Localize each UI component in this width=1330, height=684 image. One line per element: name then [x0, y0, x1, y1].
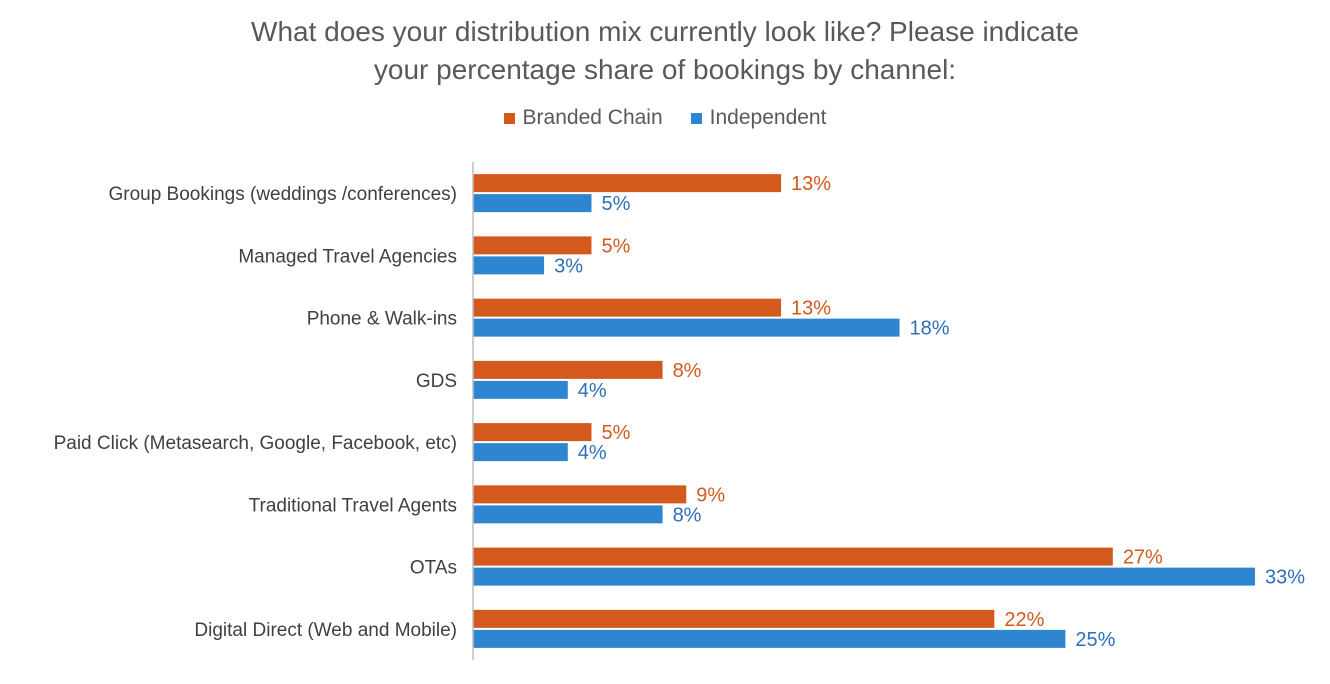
data-label-branded-chain: 8% — [673, 360, 702, 382]
bar-branded-chain — [473, 174, 782, 193]
legend-swatch-branded-chain — [503, 112, 515, 124]
data-label-independent: 4% — [578, 380, 607, 402]
category-label: Paid Click (Metasearch, Google, Facebook… — [54, 433, 457, 454]
category-label: Managed Travel Agencies — [238, 246, 457, 267]
bar-branded-chain — [473, 485, 687, 504]
bar-independent — [473, 194, 592, 213]
chart-title-line2: your percentage share of bookings by cha… — [373, 54, 957, 85]
chart-title-line1: What does your distribution mix currentl… — [251, 16, 1079, 47]
bar-independent — [473, 629, 1066, 648]
bar-branded-chain — [473, 547, 1113, 566]
data-label-branded-chain: 13% — [791, 298, 831, 320]
bar-branded-chain — [473, 423, 592, 442]
legend-swatch-independent — [690, 112, 702, 124]
bar-independent — [473, 380, 568, 399]
data-label-branded-chain: 13% — [791, 173, 831, 195]
data-label-branded-chain: 27% — [1123, 547, 1163, 569]
category-label: Traditional Travel Agents — [249, 495, 457, 516]
category-label: GDS — [416, 371, 457, 392]
data-label-branded-chain: 5% — [601, 235, 630, 257]
category-label: Digital Direct (Web and Mobile) — [194, 620, 457, 641]
bar-independent — [473, 318, 900, 337]
bar-branded-chain — [473, 236, 592, 255]
data-label-independent: 5% — [601, 193, 630, 215]
category-label: OTAs — [410, 558, 457, 579]
bar-independent — [473, 505, 663, 524]
data-label-independent: 4% — [578, 442, 607, 464]
data-label-branded-chain: 5% — [601, 422, 630, 444]
category-label: Group Bookings (weddings /conferences) — [108, 184, 457, 205]
legend-item-branded-chain: Branded Chain — [503, 106, 663, 130]
data-label-independent: 3% — [554, 255, 583, 277]
data-label-independent: 25% — [1075, 629, 1115, 651]
legend-item-independent: Independent — [690, 106, 827, 130]
data-label-branded-chain: 9% — [696, 484, 725, 506]
bar-branded-chain — [473, 609, 995, 628]
data-label-independent: 33% — [1265, 567, 1305, 589]
data-label-independent: 18% — [910, 318, 950, 340]
legend: Branded Chain Independent — [0, 106, 1330, 130]
bar-independent — [473, 443, 568, 462]
data-label-independent: 8% — [673, 504, 702, 526]
bar-independent — [473, 567, 1255, 586]
bar-branded-chain — [473, 298, 782, 317]
data-label-branded-chain: 22% — [1004, 609, 1044, 631]
legend-label-independent: Independent — [709, 106, 827, 129]
bar-branded-chain — [473, 360, 663, 379]
category-label: Phone & Walk-ins — [307, 309, 457, 330]
bar-independent — [473, 256, 545, 275]
legend-label-branded-chain: Branded Chain — [522, 106, 663, 129]
